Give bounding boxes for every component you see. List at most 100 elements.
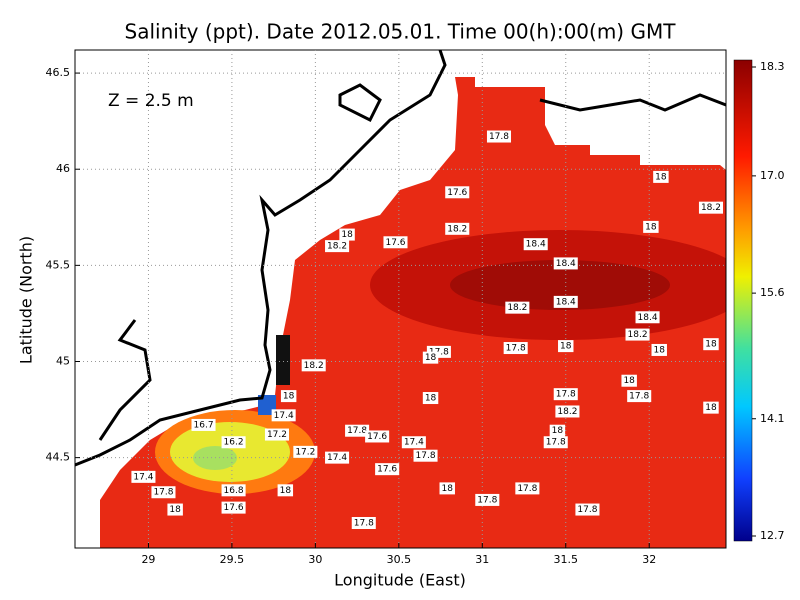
river-mouth bbox=[276, 335, 290, 385]
coastline bbox=[75, 50, 447, 467]
contour-label: 18 bbox=[339, 228, 355, 241]
contour-label-box bbox=[558, 340, 574, 353]
y-tick-label: 46 bbox=[56, 162, 70, 175]
contour-label-box bbox=[280, 390, 297, 403]
annotation: Z = 2.5 m bbox=[108, 91, 194, 111]
contour-label-text: 18.2 bbox=[557, 407, 577, 417]
contour-label: 18.2 bbox=[301, 359, 326, 372]
contour-label: 17.4 bbox=[271, 409, 296, 422]
contour-label-box bbox=[151, 486, 176, 499]
contour-label-text: 18 bbox=[425, 353, 437, 363]
contour-label-text: 17.4 bbox=[327, 453, 347, 463]
x-axis-label: Longitude (East) bbox=[334, 571, 466, 590]
contour-label-text: 18.4 bbox=[556, 297, 576, 307]
contour-label: 18 bbox=[703, 401, 719, 414]
contour-label-box bbox=[401, 436, 426, 449]
contour-label-box bbox=[422, 392, 439, 405]
contour-label: 18 bbox=[651, 343, 667, 356]
contour-label: 18.2 bbox=[445, 222, 470, 235]
y-tick-label: 44.5 bbox=[46, 451, 71, 464]
contour-label-box bbox=[445, 186, 470, 199]
contour-label-box bbox=[703, 338, 719, 351]
x-tick-label: 30 bbox=[308, 553, 322, 566]
contour-label-text: 18.2 bbox=[304, 361, 324, 371]
contour-label-box bbox=[698, 201, 724, 214]
contour-label-text: 17.2 bbox=[267, 430, 287, 440]
contour-label-text: 18 bbox=[280, 486, 292, 496]
contour-label: 16.7 bbox=[191, 418, 216, 431]
contour-label-text: 18.2 bbox=[447, 224, 467, 234]
coastline bbox=[539, 93, 726, 112]
contour-label: 18.4 bbox=[553, 257, 578, 270]
contour-label: 18 bbox=[167, 503, 183, 516]
contour-label-box bbox=[383, 236, 408, 249]
contour-label: 17.6 bbox=[221, 501, 246, 514]
contour-label-text: 17.6 bbox=[385, 238, 405, 248]
contour-label: 17.8 bbox=[543, 436, 568, 449]
contour-label-text: 18 bbox=[654, 345, 666, 355]
contour-label-text: 18 bbox=[442, 484, 454, 494]
coastline bbox=[98, 319, 152, 441]
contour-label-text: 18 bbox=[705, 403, 717, 413]
contour-label-box bbox=[325, 451, 350, 464]
x-tick-label: 30.5 bbox=[387, 553, 412, 566]
contour-label: 18.4 bbox=[553, 295, 578, 308]
contour-label: 18.4 bbox=[523, 238, 548, 251]
contour-label-box bbox=[643, 220, 659, 233]
contour-label-text: 18.2 bbox=[507, 303, 527, 313]
contour-label-text: 18.2 bbox=[327, 242, 347, 252]
contour-label-text: 17.8 bbox=[347, 426, 367, 436]
contour-label: 17.8 bbox=[345, 424, 370, 437]
contour-label-text: 17.8 bbox=[416, 451, 436, 461]
contour-label-text: 18.4 bbox=[526, 240, 546, 250]
contour-label-box bbox=[621, 374, 637, 387]
colorbar-tick-label: 14.1 bbox=[760, 412, 785, 425]
contour-label: 18 bbox=[280, 390, 297, 403]
colorbar-tick-label: 17.0 bbox=[760, 169, 785, 182]
contour-label-box bbox=[277, 484, 294, 497]
contour-label-box bbox=[651, 343, 667, 356]
contour-label: 18.4 bbox=[635, 311, 660, 324]
contour-labels: 17.8 17.6 18 18.2 18 18.2 17.6 18 18.2 18.4 18.4 18… bbox=[131, 130, 724, 530]
contour-label-box bbox=[486, 130, 512, 143]
contour-label: 17.6 bbox=[375, 463, 400, 476]
contour-label-text: 18 bbox=[341, 230, 353, 240]
contour-label-text: 17.4 bbox=[274, 411, 294, 421]
contour-label: 18 bbox=[422, 392, 439, 405]
contour-label: 18.2 bbox=[505, 301, 530, 314]
contour-label: 17.4 bbox=[131, 470, 156, 483]
contour-label: 17.2 bbox=[264, 428, 290, 441]
contour-label-box bbox=[293, 445, 318, 458]
contour-label: 18 bbox=[653, 170, 669, 183]
contour-label: 17.8 bbox=[553, 388, 578, 401]
contour-label-box bbox=[575, 503, 600, 516]
contour-label-text: 18 bbox=[560, 342, 572, 352]
contour-label: 17.4 bbox=[325, 451, 350, 464]
contour-label: 17.8 bbox=[627, 390, 652, 403]
contour-label-box bbox=[221, 484, 246, 497]
contour-label: 18.2 bbox=[625, 328, 650, 341]
contour-label-box bbox=[475, 493, 500, 506]
contour-label-text: 18 bbox=[169, 505, 181, 515]
contour-label-text: 16.8 bbox=[224, 486, 244, 496]
contour-label-box bbox=[445, 222, 470, 235]
contour-label-box bbox=[625, 328, 650, 341]
colorbar-tick-label: 12.7 bbox=[760, 529, 785, 542]
contour-label-text: 16.2 bbox=[224, 438, 244, 448]
contour-label-box bbox=[553, 388, 578, 401]
contour-label-text: 17.6 bbox=[377, 465, 397, 475]
y-tick-label: 45.5 bbox=[46, 258, 71, 271]
contour-label-box bbox=[351, 517, 376, 530]
contour-label-text: 18 bbox=[623, 376, 635, 386]
contour-label: 17.8 bbox=[515, 482, 540, 495]
contour-label: 17.2 bbox=[293, 445, 318, 458]
contour-label-text: 17.6 bbox=[447, 188, 467, 198]
contour-label-text: 17.2 bbox=[295, 447, 315, 457]
colorbar-tick-label: 18.3 bbox=[760, 60, 785, 73]
contour-label: 18.2 bbox=[555, 405, 580, 418]
contour-label-box bbox=[653, 170, 669, 183]
x-tick-label: 29.5 bbox=[220, 553, 245, 566]
x-tick-label: 29 bbox=[141, 553, 155, 566]
contour-label: 18 bbox=[422, 351, 439, 364]
contour-label-box bbox=[131, 470, 156, 483]
